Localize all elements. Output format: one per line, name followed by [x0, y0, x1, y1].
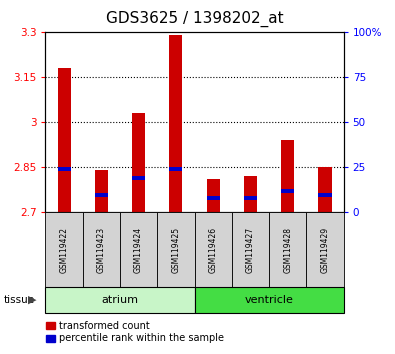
Text: GSM119424: GSM119424 — [134, 227, 143, 273]
Bar — [95, 170, 108, 212]
Bar — [120, 212, 157, 287]
Text: GSM119427: GSM119427 — [246, 227, 255, 273]
Bar — [207, 179, 220, 212]
Text: ventricle: ventricle — [245, 295, 293, 305]
Bar — [157, 212, 194, 287]
Bar — [194, 287, 344, 313]
Legend: transformed count, percentile rank within the sample: transformed count, percentile rank withi… — [42, 317, 228, 347]
Text: tissue: tissue — [4, 295, 35, 305]
Text: GDS3625 / 1398202_at: GDS3625 / 1398202_at — [106, 11, 283, 27]
Bar — [194, 212, 232, 287]
Bar — [307, 212, 344, 287]
Bar — [83, 212, 120, 287]
Bar — [318, 193, 331, 197]
Bar — [169, 35, 182, 212]
Bar — [281, 189, 294, 193]
Text: GSM119426: GSM119426 — [209, 227, 218, 273]
Bar — [169, 167, 182, 171]
Bar — [58, 167, 71, 171]
Bar — [281, 140, 294, 212]
Bar — [45, 287, 194, 313]
Bar — [132, 176, 145, 179]
Text: atrium: atrium — [102, 295, 139, 305]
Bar — [244, 196, 257, 200]
Text: GSM119423: GSM119423 — [97, 227, 106, 273]
Text: GSM119429: GSM119429 — [320, 227, 329, 273]
Bar — [207, 196, 220, 200]
Bar — [132, 113, 145, 212]
Bar — [318, 167, 331, 212]
Text: GSM119422: GSM119422 — [60, 227, 69, 273]
Bar — [95, 193, 108, 197]
Text: GSM119425: GSM119425 — [171, 227, 181, 273]
Bar — [232, 212, 269, 287]
Text: ▶: ▶ — [28, 295, 37, 305]
Bar — [244, 176, 257, 212]
Text: GSM119428: GSM119428 — [283, 227, 292, 273]
Bar — [58, 68, 71, 212]
Bar — [45, 212, 83, 287]
Bar — [269, 212, 307, 287]
